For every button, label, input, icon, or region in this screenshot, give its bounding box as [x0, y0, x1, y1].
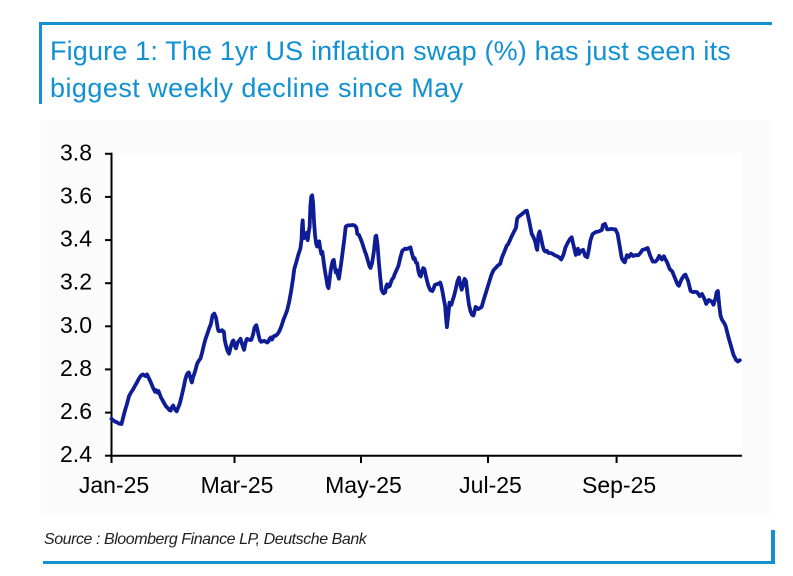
- svg-text:2.8: 2.8: [60, 355, 92, 381]
- svg-text:Jan-25: Jan-25: [79, 472, 149, 498]
- svg-text:2.6: 2.6: [60, 398, 92, 424]
- svg-text:3.6: 3.6: [60, 182, 92, 208]
- svg-text:2.4: 2.4: [60, 441, 92, 467]
- svg-text:May-25: May-25: [325, 472, 402, 498]
- svg-text:3.4: 3.4: [60, 226, 92, 252]
- svg-text:Sep-25: Sep-25: [582, 472, 656, 498]
- svg-text:3.8: 3.8: [60, 139, 92, 165]
- svg-text:Jul-25: Jul-25: [459, 472, 522, 498]
- svg-text:Mar-25: Mar-25: [201, 472, 274, 498]
- svg-text:3.2: 3.2: [60, 269, 92, 295]
- svg-text:3.0: 3.0: [60, 312, 92, 338]
